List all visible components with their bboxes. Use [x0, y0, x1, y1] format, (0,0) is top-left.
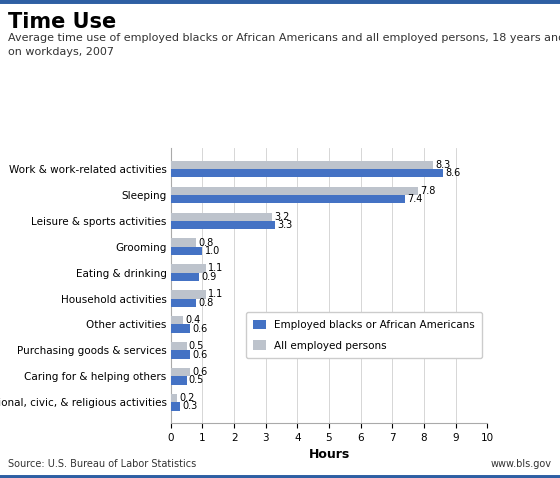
- Text: 8.6: 8.6: [445, 168, 460, 178]
- Text: 0.8: 0.8: [198, 238, 213, 248]
- Text: 8.3: 8.3: [436, 160, 451, 170]
- Text: 0.8: 0.8: [198, 298, 213, 308]
- Text: 0.6: 0.6: [192, 324, 207, 334]
- Text: Average time use of employed blacks or African Americans and all employed person: Average time use of employed blacks or A…: [8, 33, 560, 57]
- Bar: [171, 221, 275, 229]
- X-axis label: Hours: Hours: [309, 448, 349, 461]
- Text: 0.5: 0.5: [189, 341, 204, 351]
- Bar: [171, 264, 206, 272]
- Text: www.bls.gov: www.bls.gov: [491, 459, 552, 469]
- Bar: [171, 342, 186, 350]
- Bar: [171, 195, 405, 203]
- Text: 0.9: 0.9: [202, 272, 217, 282]
- Bar: [171, 290, 206, 299]
- Text: 0.4: 0.4: [186, 315, 201, 326]
- Bar: [171, 213, 272, 221]
- Bar: [171, 350, 190, 358]
- Text: 0.5: 0.5: [189, 376, 204, 385]
- Bar: [171, 272, 199, 281]
- Text: 0.6: 0.6: [192, 349, 207, 359]
- Text: 1.1: 1.1: [208, 263, 223, 273]
- Bar: [171, 376, 186, 385]
- Bar: [171, 239, 196, 247]
- Legend: Employed blacks or African Americans, All employed persons: Employed blacks or African Americans, Al…: [246, 312, 482, 358]
- Text: 0.3: 0.3: [183, 402, 198, 412]
- Bar: [171, 169, 443, 177]
- Bar: [171, 402, 180, 411]
- Text: Source: U.S. Bureau of Labor Statistics: Source: U.S. Bureau of Labor Statistics: [8, 459, 197, 469]
- Text: 1.1: 1.1: [208, 289, 223, 299]
- Bar: [171, 299, 196, 307]
- Bar: [171, 247, 203, 255]
- Text: 1.0: 1.0: [204, 246, 220, 256]
- Bar: [171, 394, 177, 402]
- Bar: [171, 325, 190, 333]
- Bar: [171, 186, 418, 195]
- Bar: [171, 161, 433, 169]
- Text: 3.3: 3.3: [277, 220, 293, 230]
- Text: Time Use: Time Use: [8, 12, 116, 32]
- Text: 0.2: 0.2: [179, 393, 195, 403]
- Bar: [171, 316, 184, 325]
- Bar: [171, 368, 190, 376]
- Text: 0.6: 0.6: [192, 367, 207, 377]
- Text: 3.2: 3.2: [274, 212, 290, 222]
- Text: 7.8: 7.8: [420, 186, 435, 196]
- Text: 7.4: 7.4: [407, 194, 423, 204]
